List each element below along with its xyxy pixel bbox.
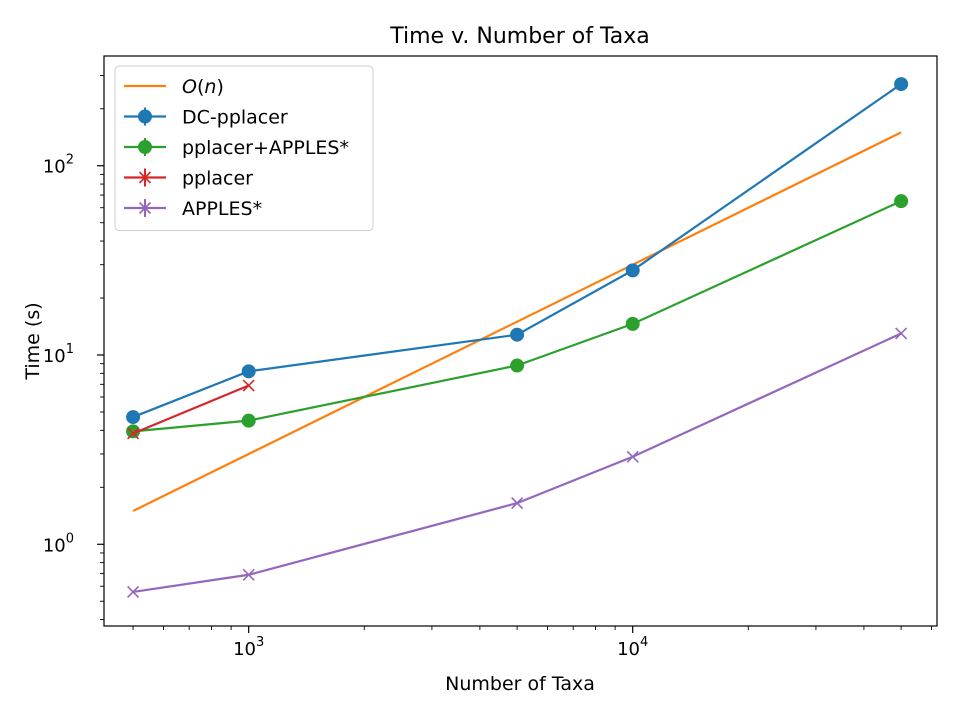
data-point-apples-stroke bbox=[511, 497, 524, 510]
y-tick-label-exponent: 2 bbox=[66, 153, 74, 168]
data-point-pplacer-apples bbox=[510, 358, 525, 373]
data-point-apples bbox=[127, 585, 140, 598]
x-tick-label: 104 bbox=[617, 635, 648, 660]
series-line-o-n bbox=[132, 131, 902, 512]
x-tick-label-base: 10 bbox=[233, 639, 256, 660]
y-tick-label-exponent: 0 bbox=[66, 531, 74, 546]
legend-marker bbox=[138, 109, 152, 124]
data-point-apples-stroke bbox=[242, 568, 255, 581]
data-point-dc-pplacer bbox=[894, 77, 909, 92]
y-tick-label: 100 bbox=[43, 531, 74, 556]
data-point-pplacer-stroke bbox=[127, 427, 140, 440]
data-point-apples bbox=[242, 568, 255, 581]
data-point-dc-pplacer bbox=[241, 364, 256, 379]
legend-label-part: O bbox=[182, 76, 197, 98]
legend-marker-stroke bbox=[138, 171, 152, 184]
legend-marker bbox=[138, 140, 152, 154]
data-point-dc-pplacer bbox=[625, 263, 640, 278]
series-line-pplacer-apples bbox=[132, 200, 902, 433]
legend-label: DC-pplacer bbox=[182, 107, 288, 129]
x-tick-label-exponent: 4 bbox=[640, 635, 648, 650]
y-tick-label-exponent: 1 bbox=[66, 342, 74, 357]
legend-entry-apples: APPLES* bbox=[124, 198, 262, 220]
plot-area bbox=[126, 77, 909, 598]
legend-label-part: n bbox=[204, 76, 216, 98]
series-apples bbox=[127, 327, 908, 598]
legend-marker bbox=[138, 171, 152, 184]
data-point-pplacer-stroke bbox=[242, 379, 255, 392]
legend-label: pplacer+APPLES* bbox=[182, 137, 349, 159]
legend: O(n) DC-pplacer pplacer+APPLES* pplacer APPL… bbox=[114, 65, 374, 231]
data-point-dc-pplacer bbox=[510, 327, 525, 342]
x-tick-label-base: 10 bbox=[617, 639, 640, 660]
data-point-dc-pplacer bbox=[126, 410, 141, 425]
data-point-pplacer bbox=[242, 379, 255, 392]
legend-marker-stroke bbox=[138, 201, 152, 215]
legend-entry-o-n: O(n) bbox=[124, 76, 224, 98]
data-point-apples-stroke bbox=[895, 327, 908, 340]
legend-entry-pplacer: pplacer bbox=[124, 168, 253, 190]
series-line-pplacer bbox=[132, 384, 250, 435]
y-tick-label-base: 10 bbox=[43, 157, 66, 178]
data-point-apples-stroke bbox=[127, 585, 140, 598]
legend-label-part: ) bbox=[216, 76, 223, 98]
legend-label: pplacer bbox=[182, 168, 253, 190]
x-tick-label-exponent: 3 bbox=[256, 635, 264, 650]
y-tick-label-base: 10 bbox=[43, 535, 66, 556]
legend-entry-dc-pplacer: DC-pplacer bbox=[124, 107, 288, 129]
data-point-apples bbox=[511, 497, 524, 510]
data-point-apples-stroke bbox=[626, 450, 639, 463]
y-tick-label: 102 bbox=[43, 153, 74, 178]
y-axis-label: Time (s) bbox=[22, 302, 44, 380]
legend-box bbox=[114, 65, 374, 231]
series-pplacer-apples bbox=[126, 194, 909, 439]
legend-entry-pplacer-apples: pplacer+APPLES* bbox=[124, 137, 349, 159]
legend-label: APPLES* bbox=[182, 198, 262, 220]
series-dc-pplacer bbox=[126, 77, 909, 425]
legend-marker bbox=[138, 201, 152, 215]
data-point-apples bbox=[895, 327, 908, 340]
data-point-pplacer-apples bbox=[625, 316, 640, 331]
data-point-apples bbox=[626, 450, 639, 463]
series-o-n bbox=[132, 131, 902, 512]
x-tick-label: 103 bbox=[233, 635, 264, 660]
data-point-pplacer-apples bbox=[894, 194, 909, 209]
legend-label-part: ( bbox=[197, 76, 204, 98]
data-point-pplacer-apples bbox=[241, 413, 256, 428]
chart-title: Time v. Number of Taxa bbox=[389, 24, 649, 49]
series-pplacer bbox=[127, 379, 255, 440]
data-point-pplacer bbox=[127, 427, 140, 440]
y-tick-label-base: 10 bbox=[43, 346, 66, 367]
legend-label: O(n) bbox=[182, 76, 224, 98]
y-tick-label: 101 bbox=[43, 342, 74, 367]
plot-frame bbox=[103, 55, 938, 627]
x-axis-label: Number of Taxa bbox=[445, 673, 595, 695]
